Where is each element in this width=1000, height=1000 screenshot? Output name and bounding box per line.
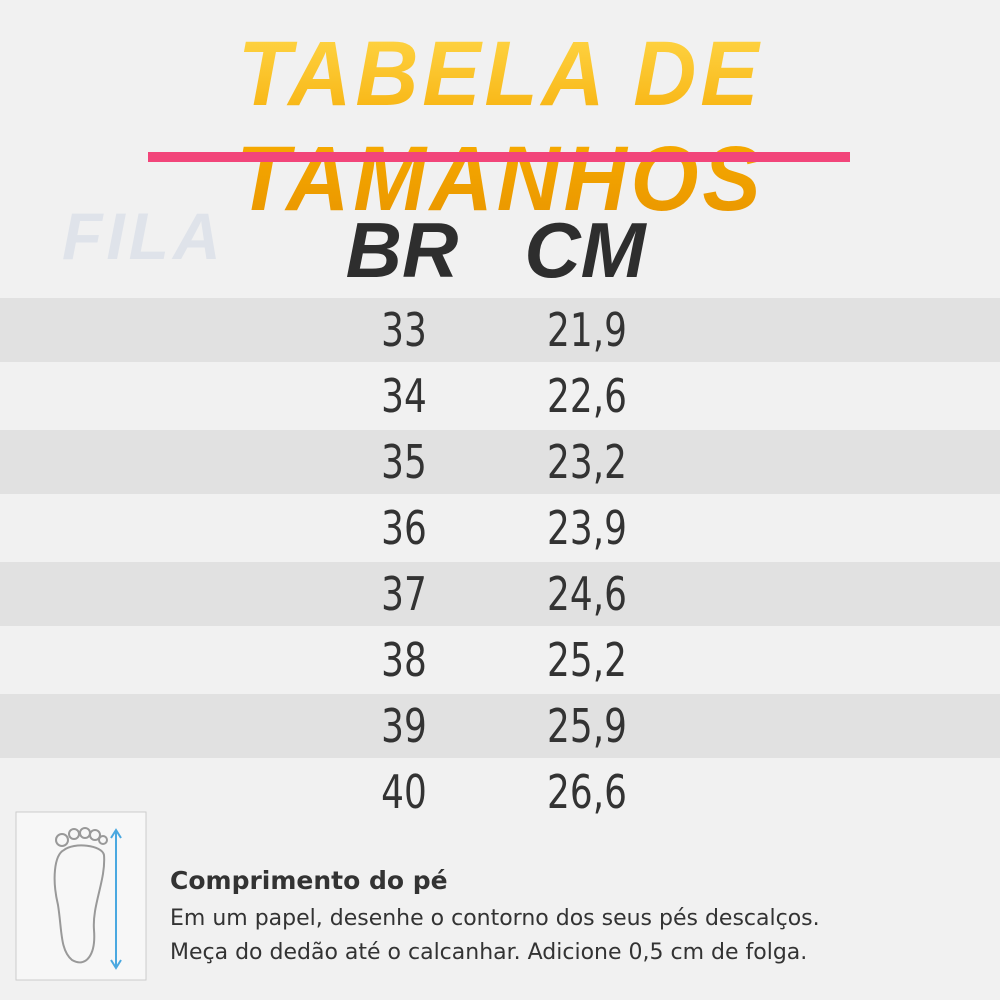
column-header: CM — [524, 206, 646, 294]
table-row: 33 21,9 — [0, 298, 1000, 362]
size-br: 39 — [381, 699, 427, 753]
table-row: 36 23,9 — [0, 496, 1000, 560]
footer-title: Comprimento do pé — [170, 866, 448, 895]
size-br: 38 — [381, 633, 427, 687]
size-cm: 21,9 — [547, 303, 627, 357]
size-cm: 24,6 — [547, 567, 627, 621]
footer-line: Meça do dedão até o calcanhar. Adicione … — [170, 940, 808, 965]
table-row: 34 22,6 — [0, 364, 1000, 428]
table-row: 40 26,6 — [0, 760, 1000, 824]
table-row: 38 25,2 — [0, 628, 1000, 692]
size-br: 34 — [381, 369, 427, 423]
footer-line: Em um papel, desenhe o contorno dos seus… — [170, 906, 820, 931]
size-br: 37 — [381, 567, 427, 621]
table-row: 35 23,2 — [0, 430, 1000, 494]
title-underline — [148, 152, 850, 162]
size-br: 33 — [381, 303, 427, 357]
size-cm: 23,2 — [547, 435, 627, 489]
size-cm: 23,9 — [547, 501, 627, 555]
logo: FILA — [62, 199, 225, 273]
size-cm: 25,2 — [547, 633, 627, 687]
table-row: 37 24,6 — [0, 562, 1000, 626]
size-br: 40 — [381, 765, 427, 819]
size-cm: 25,9 — [547, 699, 627, 753]
size-cm: 26,6 — [547, 765, 627, 819]
foot-icon — [15, 811, 147, 981]
column-header: BR — [345, 206, 459, 294]
size-br: 35 — [381, 435, 427, 489]
title: TABELA DE TAMANHOS — [25, 22, 975, 232]
table-row: 39 25,9 — [0, 694, 1000, 758]
size-cm: 22,6 — [547, 369, 627, 423]
size-br: 36 — [381, 501, 427, 555]
